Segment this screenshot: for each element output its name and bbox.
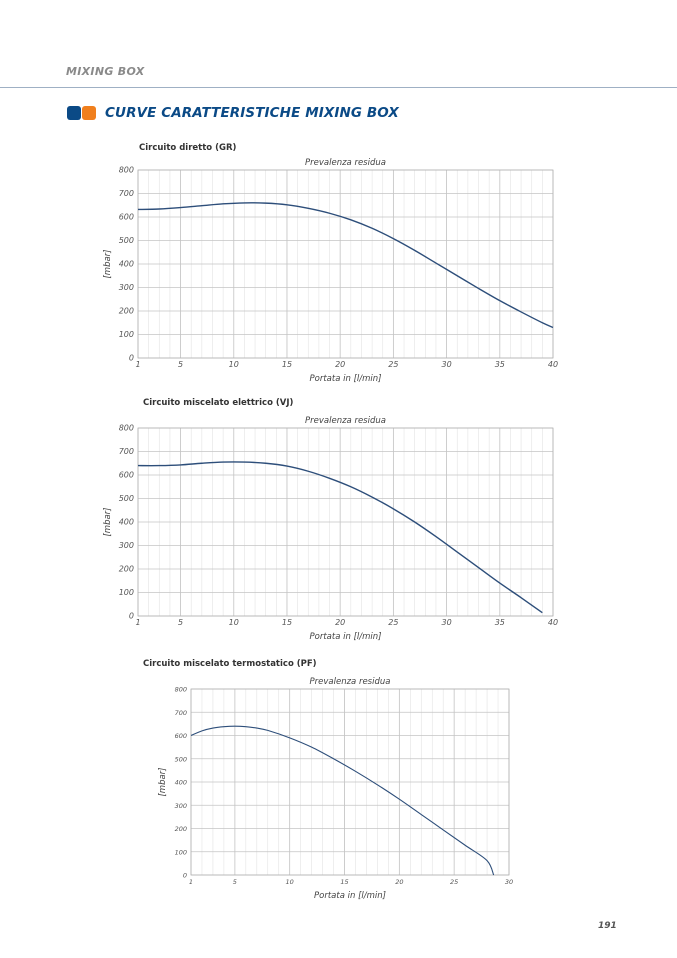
series-line	[190, 725, 495, 876]
series-line	[137, 202, 554, 329]
y-tick-label: 500	[175, 755, 187, 763]
y-tick-label: 700	[119, 447, 134, 456]
y-tick-label: 100	[175, 848, 187, 856]
y-tick-label: 700	[119, 189, 134, 198]
x-tick-label: 15	[282, 618, 292, 627]
y-axis-label: [mbar]	[103, 249, 113, 278]
y-tick-label: 200	[119, 307, 134, 316]
plot-frame	[190, 688, 510, 876]
chart-subtitle: Prevalenza residua	[305, 416, 386, 426]
x-tick-label: 20	[335, 618, 345, 627]
y-axis-label: [mbar]	[103, 507, 113, 536]
x-tick-label: 25	[388, 360, 398, 369]
y-tick-label: 500	[119, 494, 134, 503]
x-tick-label: 5	[233, 878, 237, 886]
y-tick-label: 600	[119, 213, 134, 222]
x-tick-label: 1	[135, 618, 140, 627]
y-tick-label: 200	[175, 825, 187, 833]
x-tick-label: 1	[135, 360, 140, 369]
y-tick-label: 0	[129, 354, 134, 363]
x-tick-label: 30	[505, 878, 513, 886]
x-tick-label: 15	[282, 360, 292, 369]
y-tick-label: 700	[175, 709, 187, 717]
chart-3-title: Circuito miscelato termostatico (PF)	[143, 659, 317, 669]
x-axis-label: Portata in [l/min]	[310, 374, 382, 384]
y-tick-label: 600	[119, 471, 134, 480]
x-axis-label: Portata in [l/min]	[310, 632, 382, 642]
y-tick-label: 800	[119, 424, 134, 433]
y-tick-label: 200	[119, 565, 134, 574]
section-icon-orange-square	[82, 106, 96, 120]
header-rule	[0, 87, 677, 88]
x-tick-label: 1	[189, 878, 193, 886]
y-tick-label: 400	[119, 260, 134, 269]
x-tick-label: 10	[286, 878, 294, 886]
chart-subtitle: Prevalenza residua	[305, 158, 386, 168]
y-tick-label: 500	[119, 236, 134, 245]
x-tick-label: 10	[229, 360, 239, 369]
y-tick-label: 0	[129, 612, 134, 621]
series-line	[137, 461, 543, 614]
x-tick-label: 20	[395, 878, 403, 886]
header-label: MIXING BOX	[66, 65, 145, 78]
chart-subtitle: Prevalenza residua	[310, 677, 391, 687]
y-tick-label: 600	[175, 732, 187, 740]
section-title: CURVE CARATTERISTICHE MIXING BOX	[105, 105, 399, 121]
x-tick-label: 5	[178, 618, 183, 627]
y-tick-label: 300	[175, 802, 187, 810]
x-tick-label: 35	[495, 618, 505, 627]
x-tick-label: 40	[548, 360, 558, 369]
x-tick-label: 10	[229, 618, 239, 627]
page-number: 191	[598, 921, 617, 931]
y-tick-label: 800	[119, 166, 134, 175]
chart-2-title: Circuito miscelato elettrico (VJ)	[143, 398, 294, 408]
y-tick-label: 100	[119, 330, 134, 339]
x-tick-label: 25	[388, 618, 398, 627]
y-tick-label: 800	[175, 686, 187, 694]
section-icon	[67, 106, 97, 120]
x-tick-label: 40	[548, 618, 558, 627]
y-axis-label: [mbar]	[158, 767, 168, 796]
x-tick-label: 20	[335, 360, 345, 369]
plot-frame	[137, 427, 554, 617]
y-tick-label: 400	[119, 518, 134, 527]
y-tick-label: 400	[175, 779, 187, 787]
x-tick-label: 30	[441, 618, 451, 627]
x-tick-label: 35	[495, 360, 505, 369]
plot-frame	[137, 169, 554, 359]
chart-1-title: Circuito diretto (GR)	[139, 143, 237, 153]
x-tick-label: 30	[441, 360, 451, 369]
x-tick-label: 15	[340, 878, 348, 886]
section-icon-blue-square	[67, 106, 81, 120]
y-tick-label: 0	[183, 872, 187, 880]
x-tick-label: 5	[178, 360, 183, 369]
y-tick-label: 100	[119, 588, 134, 597]
y-tick-label: 300	[119, 541, 134, 550]
x-tick-label: 25	[450, 878, 458, 886]
x-axis-label: Portata in [l/min]	[314, 891, 386, 901]
y-tick-label: 300	[119, 283, 134, 292]
